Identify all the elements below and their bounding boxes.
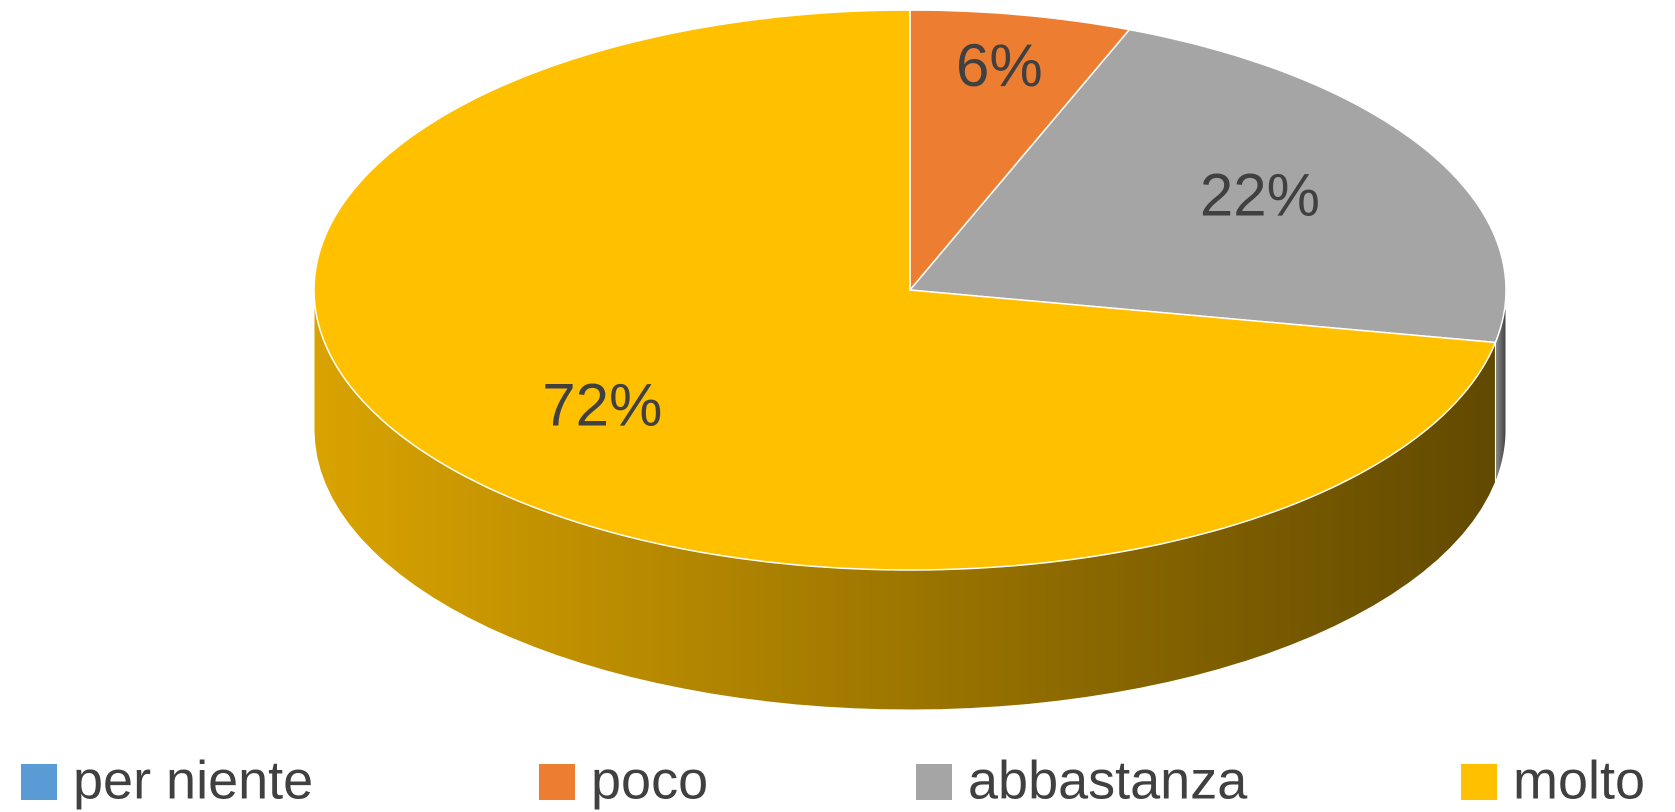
legend-label: per niente: [73, 750, 313, 810]
slice: [313, 9, 1497, 571]
legend-swatch: [1461, 764, 1497, 800]
legend-swatch: [916, 764, 952, 800]
data-label: 72%: [542, 371, 662, 438]
data-label: 6%: [956, 32, 1043, 99]
legend-label: poco: [591, 750, 708, 810]
data-label: 22%: [1200, 161, 1320, 228]
legend-label: abbastanza: [968, 750, 1248, 810]
legend-label: molto: [1513, 750, 1645, 810]
slice: [909, 9, 1131, 293]
legend-swatch: [21, 764, 57, 800]
slice: [908, 28, 1507, 344]
legend-swatch: [539, 764, 575, 800]
